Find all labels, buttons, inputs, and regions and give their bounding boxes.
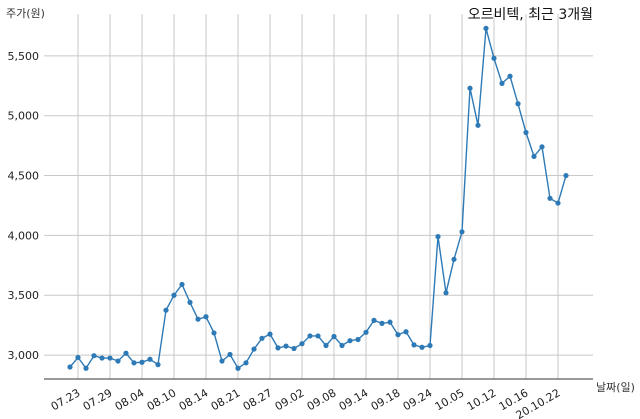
data-point	[291, 345, 297, 352]
data-point	[443, 290, 449, 296]
x-tick-label: 09.24	[401, 386, 435, 413]
data-point	[67, 364, 73, 370]
data-point	[299, 341, 305, 347]
data-point	[123, 350, 129, 356]
y-axis-label: 주가(원)	[6, 7, 45, 20]
data-point	[91, 353, 97, 359]
x-axis-label: 날짜(일)	[596, 380, 635, 394]
data-point	[267, 331, 273, 337]
data-point	[187, 299, 193, 306]
y-tick-label: 3,000	[8, 349, 40, 362]
vertical-grid	[77, 14, 559, 379]
x-tick-label: 07.23	[49, 386, 83, 413]
x-tick-label: 08.27	[241, 386, 275, 413]
data-point	[283, 343, 289, 349]
data-point	[155, 362, 161, 368]
data-point	[387, 319, 393, 325]
data-point	[235, 365, 241, 371]
data-point	[171, 292, 177, 298]
data-point	[219, 358, 225, 364]
data-point	[363, 329, 369, 335]
price-line	[69, 28, 567, 370]
data-point	[75, 354, 81, 361]
data-point	[307, 333, 313, 339]
data-point	[451, 256, 457, 262]
data-point	[275, 345, 281, 351]
data-point	[419, 344, 425, 350]
data-point	[315, 333, 321, 339]
y-axis-tick-labels: 3,000 3,500 4,000 4,500 5,000 5,500	[8, 50, 40, 362]
data-point	[83, 365, 89, 371]
y-tick-label: 5,500	[8, 50, 40, 63]
data-point	[371, 317, 377, 323]
data-point	[131, 360, 137, 366]
data-point	[243, 360, 249, 366]
data-point	[379, 320, 385, 326]
data-point	[435, 233, 441, 240]
data-point	[115, 358, 121, 364]
data-point	[515, 101, 521, 107]
chart-title: 오르비텍, 최근 3개월	[468, 7, 593, 23]
x-tick-label: 08.21	[209, 386, 243, 413]
data-point	[459, 229, 465, 235]
y-tick-label: 4,500	[8, 170, 40, 183]
x-tick-label: 09.14	[337, 386, 371, 413]
data-point	[139, 359, 145, 365]
data-point	[499, 80, 505, 87]
data-point	[355, 336, 361, 343]
data-point	[203, 314, 209, 320]
x-tick-label: 09.02	[273, 386, 307, 413]
data-point	[427, 342, 433, 349]
data-point	[147, 356, 153, 362]
x-tick-label: 08.04	[113, 386, 147, 413]
data-point	[107, 355, 113, 361]
y-tick-label: 5,000	[8, 110, 40, 123]
data-point	[563, 172, 569, 179]
data-point	[179, 281, 185, 288]
y-tick-label: 4,000	[8, 229, 40, 242]
data-point	[507, 73, 513, 79]
x-tick-label: 10.05	[433, 386, 467, 413]
data-point	[539, 144, 545, 150]
x-tick-label: 10.12	[465, 386, 499, 413]
data-point	[403, 329, 409, 335]
x-axis-tick-labels: 07.2307.2908.0408.1008.1408.2108.2709.02…	[49, 386, 563, 419]
data-point	[555, 200, 561, 206]
data-point	[531, 153, 537, 160]
data-point	[339, 342, 345, 349]
data-point	[323, 342, 329, 349]
x-tick-label: 07.29	[81, 386, 115, 413]
x-tick-label: 09.08	[305, 386, 339, 413]
data-point	[227, 351, 233, 358]
data-point	[99, 355, 105, 361]
data-point	[163, 307, 169, 313]
data-point	[347, 338, 353, 344]
data-point	[483, 25, 489, 31]
data-point	[395, 332, 401, 338]
data-point	[547, 195, 553, 201]
data-point	[259, 335, 265, 341]
data-point	[251, 346, 257, 352]
series-layer	[67, 25, 569, 371]
data-point	[195, 316, 201, 322]
y-tick-label: 3,500	[8, 289, 40, 302]
data-point	[523, 129, 529, 136]
data-point	[331, 333, 337, 340]
data-point	[411, 342, 417, 348]
data-point	[491, 55, 497, 61]
data-point	[467, 85, 473, 91]
data-point	[211, 330, 217, 336]
horizontal-grid	[44, 55, 593, 356]
data-point	[475, 122, 481, 128]
x-tick-label: 08.10	[145, 386, 179, 413]
x-tick-label: 08.14	[177, 386, 211, 413]
x-tick-label: 09.18	[369, 386, 403, 413]
